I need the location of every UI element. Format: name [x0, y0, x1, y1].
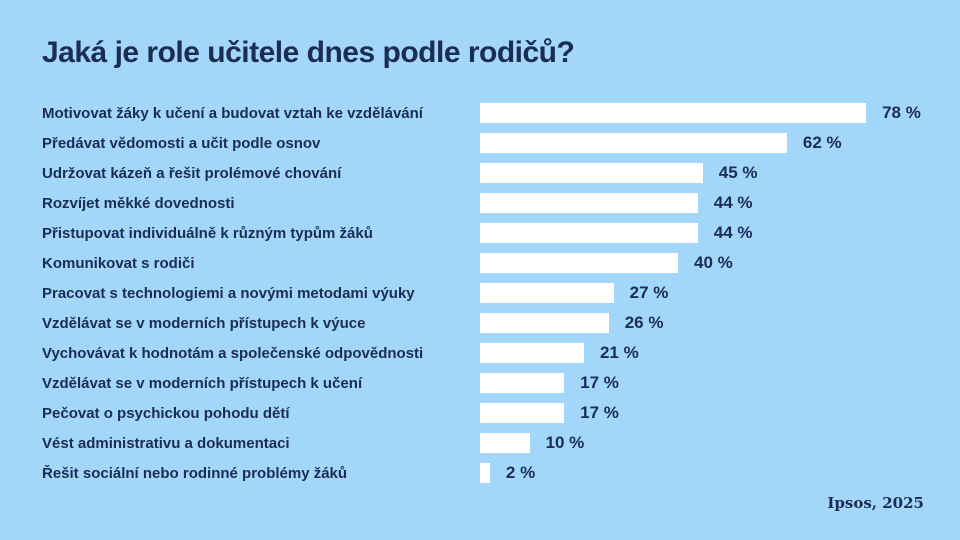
value-label: 2 % — [505, 463, 536, 482]
bar-area: 62 % — [480, 133, 940, 153]
category-label: Vést administrativu a dokumentaci — [42, 434, 290, 452]
category-label: Motivovat žáky k učení a budovat vztah k… — [42, 104, 423, 122]
chart-row: Vzdělávat se v moderních přístupech k uč… — [42, 373, 940, 393]
value-label: 10 % — [545, 433, 585, 452]
chart-row: Rozvíjet měkké dovednosti 44 % — [42, 193, 940, 213]
bar — [480, 163, 703, 183]
category-label: Komunikovat s rodiči — [42, 254, 195, 272]
chart-row: Vést administrativu a dokumentaci 10 % — [42, 433, 940, 453]
category-label: Pracovat s technologiemi a novými metoda… — [42, 284, 415, 302]
category-label: Přistupovat individuálně k různým typům … — [42, 224, 373, 242]
chart-row: Pečovat o psychickou pohodu dětí 17 % — [42, 403, 940, 423]
bar-area: 2 % — [480, 463, 940, 483]
category-label: Vzdělávat se v moderních přístupech k vý… — [42, 314, 366, 332]
bar — [480, 343, 584, 363]
category-label: Vychovávat k hodnotám a společenské odpo… — [42, 344, 424, 362]
bar — [480, 253, 678, 273]
bar — [480, 223, 698, 243]
chart-row: Vzdělávat se v moderních přístupech k vý… — [42, 313, 940, 333]
bar-area: 44 % — [480, 193, 940, 213]
chart-row: Přistupovat individuálně k různým typům … — [42, 223, 940, 243]
value-label: 45 % — [718, 163, 758, 182]
category-label: Pečovat o psychickou pohodu dětí — [42, 404, 290, 422]
value-label: 17 % — [580, 403, 619, 422]
value-label: 27 % — [629, 283, 669, 302]
category-label: Udržovat kázeň a řešit prolémové chování — [42, 164, 342, 182]
category-label: Řešit sociální nebo rodinné problémy žák… — [42, 464, 348, 482]
chart-row: Komunikovat s rodiči 40 % — [42, 253, 940, 273]
bar-area: 17 % — [480, 403, 940, 423]
bar — [480, 313, 609, 333]
bar-area: 40 % — [480, 253, 940, 273]
value-label: 26 % — [624, 313, 664, 332]
source-note: Ipsos, 2025 — [827, 494, 924, 512]
value-label: 44 % — [713, 223, 753, 242]
category-label: Předávat vědomosti a učit podle osnov — [42, 134, 321, 152]
bar-area: 27 % — [480, 283, 940, 303]
bar — [480, 193, 698, 213]
chart-row: Řešit sociální nebo rodinné problémy žák… — [42, 463, 940, 483]
value-label: 40 % — [694, 253, 733, 272]
bar — [480, 133, 787, 153]
chart-row: Vychovávat k hodnotám a společenské odpo… — [42, 343, 940, 363]
bar — [480, 283, 614, 303]
value-label: 78 % — [882, 103, 921, 122]
bar-area: 78 % — [480, 103, 940, 123]
category-label: Vzdělávat se v moderních přístupech k uč… — [42, 374, 363, 392]
bar-chart: Motivovat žáky k učení a budovat vztah k… — [42, 103, 940, 493]
chart-row: Motivovat žáky k učení a budovat vztah k… — [42, 103, 940, 123]
chart-row: Pracovat s technologiemi a novými metoda… — [42, 283, 940, 303]
chart-row: Udržovat kázeň a řešit prolémové chování… — [42, 163, 940, 183]
bar — [480, 403, 565, 423]
bar — [480, 373, 565, 393]
value-label: 62 % — [802, 133, 842, 152]
bar-area: 26 % — [480, 313, 940, 333]
bar-area: 44 % — [480, 223, 940, 243]
value-label: 21 % — [599, 343, 639, 362]
bar-area: 10 % — [480, 433, 940, 453]
value-label: 17 % — [580, 373, 619, 392]
bar — [480, 103, 867, 123]
bar-area: 21 % — [480, 343, 940, 363]
bar — [480, 463, 490, 483]
bar-area: 45 % — [480, 163, 940, 183]
bar-area: 17 % — [480, 373, 940, 393]
chart-row: Předávat vědomosti a učit podle osnov 62 … — [42, 133, 940, 153]
value-label: 44 % — [713, 193, 753, 212]
bar — [480, 433, 530, 453]
category-label: Rozvíjet měkké dovednosti — [42, 194, 235, 212]
page-title: Jaká je role učitele dnes podle rodičů? — [42, 36, 575, 69]
